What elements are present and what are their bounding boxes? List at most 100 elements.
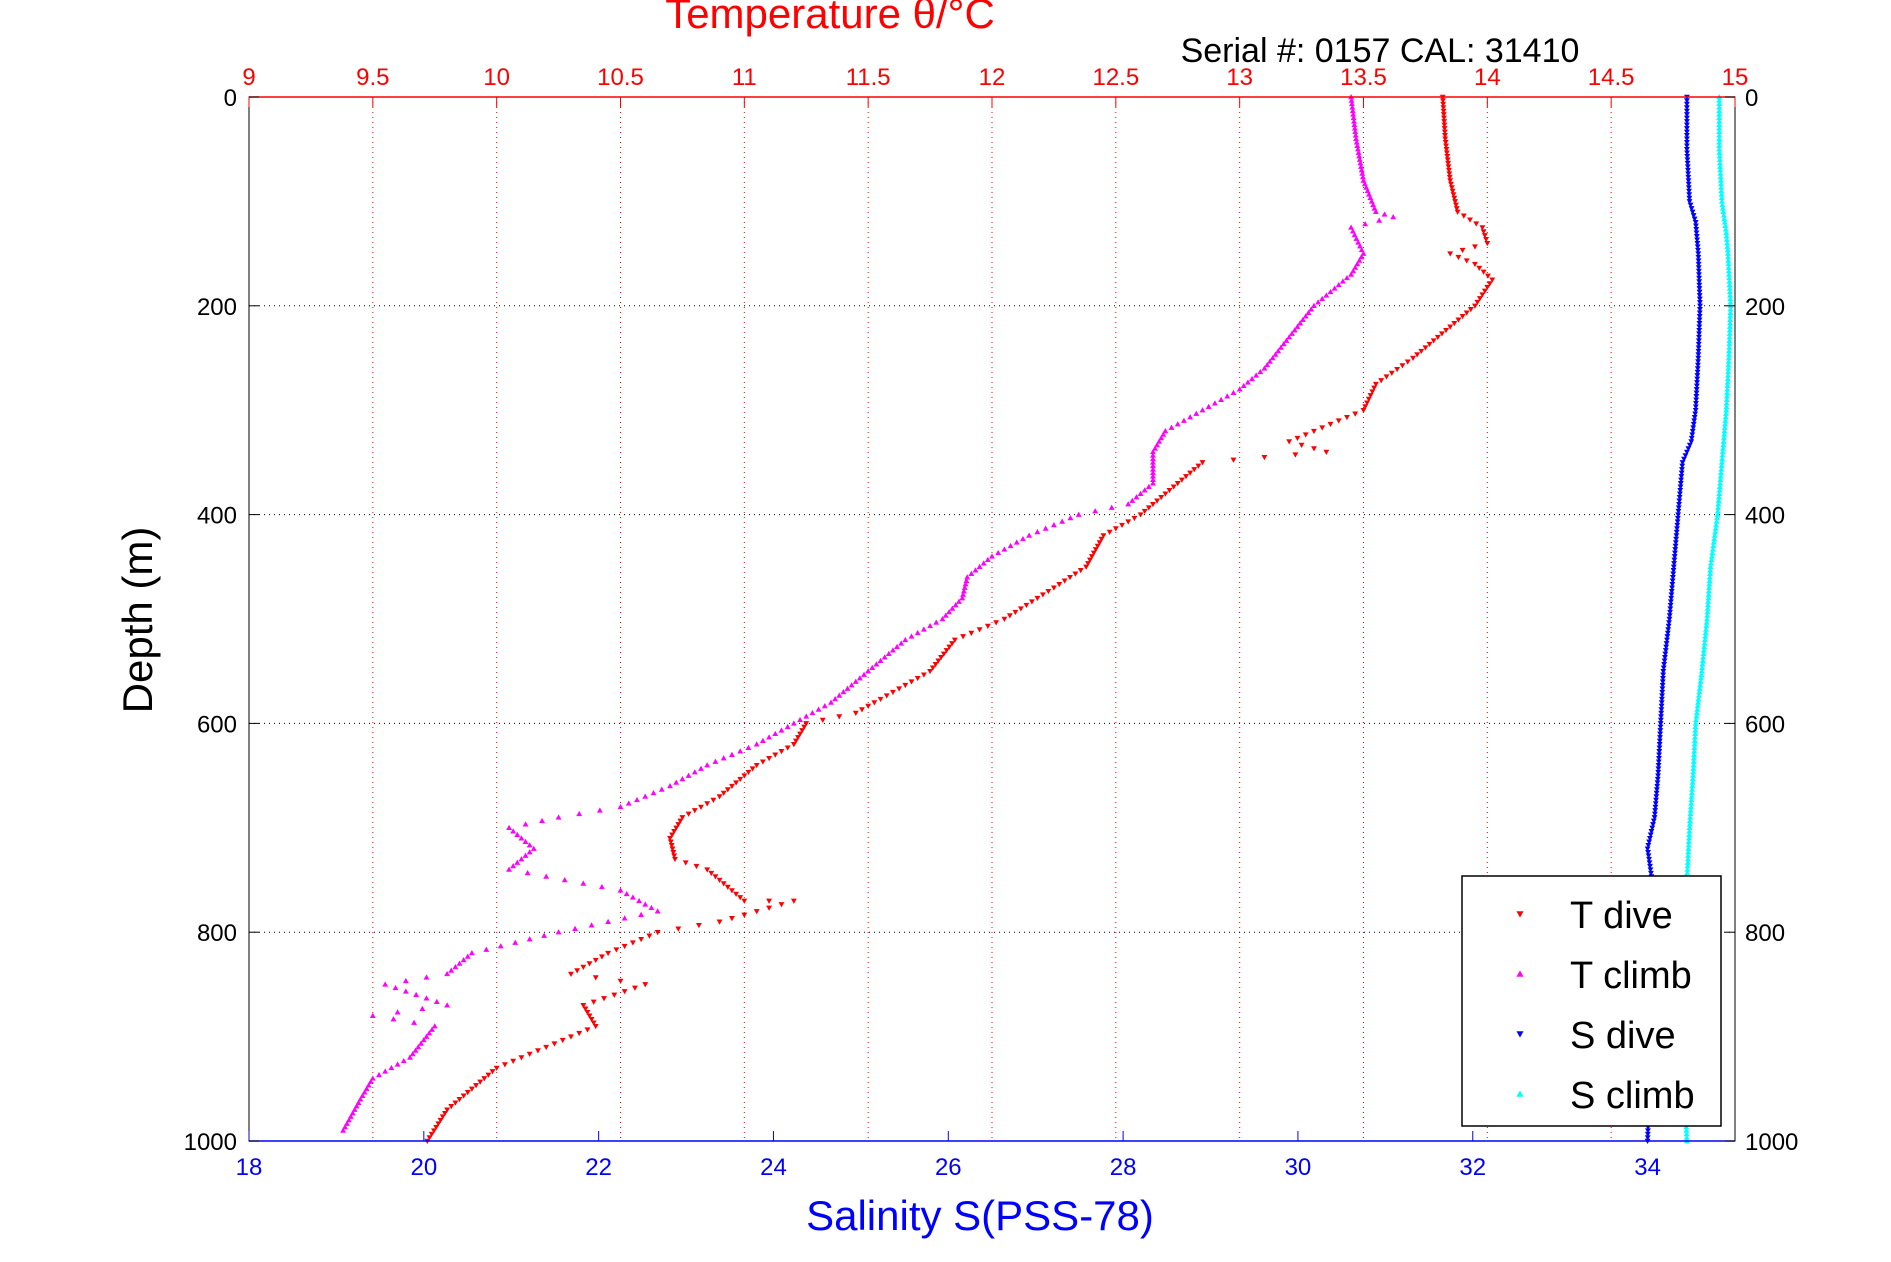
data-point-t-dive	[638, 936, 645, 943]
data-point-t-climb	[1240, 382, 1247, 389]
data-point-t-dive	[592, 975, 599, 981]
data-point-s-dive	[1695, 362, 1701, 368]
data-point-t-climb	[1026, 532, 1033, 538]
data-point-s-dive	[1684, 129, 1690, 135]
data-point-t-climb	[355, 1099, 362, 1105]
data-point-t-climb	[642, 793, 649, 799]
data-point-t-climb	[605, 918, 612, 924]
temperature-tick-label: 13.5	[1340, 64, 1387, 91]
data-point-t-dive	[1145, 505, 1152, 511]
data-point-t-dive	[784, 745, 791, 751]
data-point-t-dive	[1367, 393, 1374, 399]
data-point-s-dive	[1695, 359, 1702, 365]
data-point-t-climb	[365, 1082, 372, 1088]
data-point-t-dive	[712, 874, 719, 880]
data-point-s-dive	[1676, 494, 1683, 501]
data-point-t-dive	[1459, 247, 1466, 254]
data-point-t-climb	[1286, 334, 1293, 340]
data-point-t-climb	[1327, 288, 1334, 295]
data-point-t-climb	[1344, 274, 1350, 281]
data-point-t-climb	[617, 887, 624, 893]
data-point-t-dive	[1294, 435, 1301, 442]
data-point-t-dive	[502, 1062, 508, 1068]
data-point-s-dive	[1672, 543, 1679, 549]
data-point-s-dive	[1657, 735, 1663, 741]
data-point-t-dive	[968, 630, 975, 636]
depth-tick-label: 600	[197, 711, 237, 738]
depth-tick-label: 200	[197, 294, 237, 321]
data-point-t-climb	[402, 988, 409, 994]
data-point-s-dive	[1656, 745, 1663, 751]
data-point-t-dive	[1472, 244, 1478, 250]
data-point-t-dive	[1484, 284, 1491, 291]
data-point-t-climb	[629, 894, 636, 900]
data-point-t-dive	[795, 735, 801, 741]
data-point-t-dive	[1369, 389, 1376, 395]
data-point-s-dive	[1673, 533, 1680, 539]
data-point-t-climb	[784, 723, 791, 730]
salinity-tick-label: 28	[1110, 1154, 1137, 1181]
data-point-s-dive	[1696, 327, 1703, 334]
data-point-t-dive	[669, 846, 676, 852]
data-point-s-dive	[1684, 126, 1690, 132]
legend-label-t-climb: T climb	[1570, 955, 1692, 997]
data-point-t-dive	[1443, 327, 1449, 334]
data-point-s-dive	[1652, 804, 1659, 810]
data-point-t-dive	[716, 794, 723, 800]
data-point-t-dive	[672, 856, 678, 863]
data-point-s-dive	[1654, 776, 1661, 783]
data-point-t-dive	[1017, 606, 1024, 612]
data-point-t-climb	[1305, 309, 1312, 315]
legend-marker-t-climb	[1516, 970, 1524, 977]
data-point-s-dive	[1676, 501, 1682, 508]
data-point-t-dive	[1045, 588, 1052, 595]
data-point-t-climb	[712, 758, 719, 764]
data-point-t-dive	[1445, 164, 1452, 170]
data-point-t-dive	[1261, 454, 1268, 461]
data-point-t-dive	[1483, 237, 1489, 243]
data-point-t-dive	[1446, 171, 1453, 177]
data-point-t-dive	[1450, 192, 1457, 198]
data-point-s-dive	[1692, 404, 1699, 410]
data-point-t-climb	[1390, 214, 1397, 220]
data-point-t-dive	[1087, 557, 1093, 563]
data-point-s-dive	[1675, 512, 1682, 518]
data-point-s-dive	[1695, 251, 1702, 257]
data-point-t-dive	[745, 769, 752, 776]
data-point-t-climb	[1264, 361, 1271, 368]
data-point-t-climb	[1187, 414, 1194, 420]
data-point-s-dive	[1682, 453, 1689, 459]
data-point-s-dive	[1660, 668, 1667, 675]
data-point-t-dive	[1472, 303, 1478, 309]
data-point-t-climb	[1059, 518, 1066, 524]
data-point-s-dive	[1684, 119, 1690, 125]
data-point-s-dive	[1668, 588, 1675, 595]
data-point-t-climb	[1257, 368, 1264, 375]
data-point-t-climb	[1355, 239, 1362, 245]
data-point-t-climb	[1376, 217, 1383, 223]
data-point-t-dive	[1442, 133, 1448, 139]
data-point-t-dive	[1459, 314, 1466, 320]
data-point-s-dive	[1694, 366, 1701, 372]
data-point-t-dive	[1441, 115, 1447, 121]
data-point-s-dive	[1695, 352, 1702, 358]
data-point-t-dive	[485, 1072, 492, 1078]
data-point-s-dive	[1696, 289, 1703, 295]
data-point-s-dive	[1670, 568, 1677, 574]
data-point-t-climb	[1319, 295, 1326, 302]
data-point-t-dive	[733, 780, 739, 786]
data-point-t-dive	[819, 717, 826, 723]
data-point-t-climb	[363, 1085, 370, 1092]
data-point-t-dive	[790, 742, 797, 748]
data-point-s-dive	[1656, 752, 1663, 758]
data-point-s-dive	[1648, 829, 1655, 835]
data-point-s-dive	[1665, 627, 1672, 633]
data-point-s-dive	[1689, 209, 1696, 215]
data-point-t-dive	[518, 1055, 525, 1061]
temperature-tick-label: 12.5	[1092, 64, 1139, 91]
data-point-t-climb	[394, 1009, 401, 1015]
depth-tick-label: 600	[1745, 711, 1785, 738]
data-point-s-dive	[1695, 341, 1702, 348]
data-point-t-dive	[1286, 439, 1293, 445]
data-point-s-dive	[1695, 254, 1702, 261]
